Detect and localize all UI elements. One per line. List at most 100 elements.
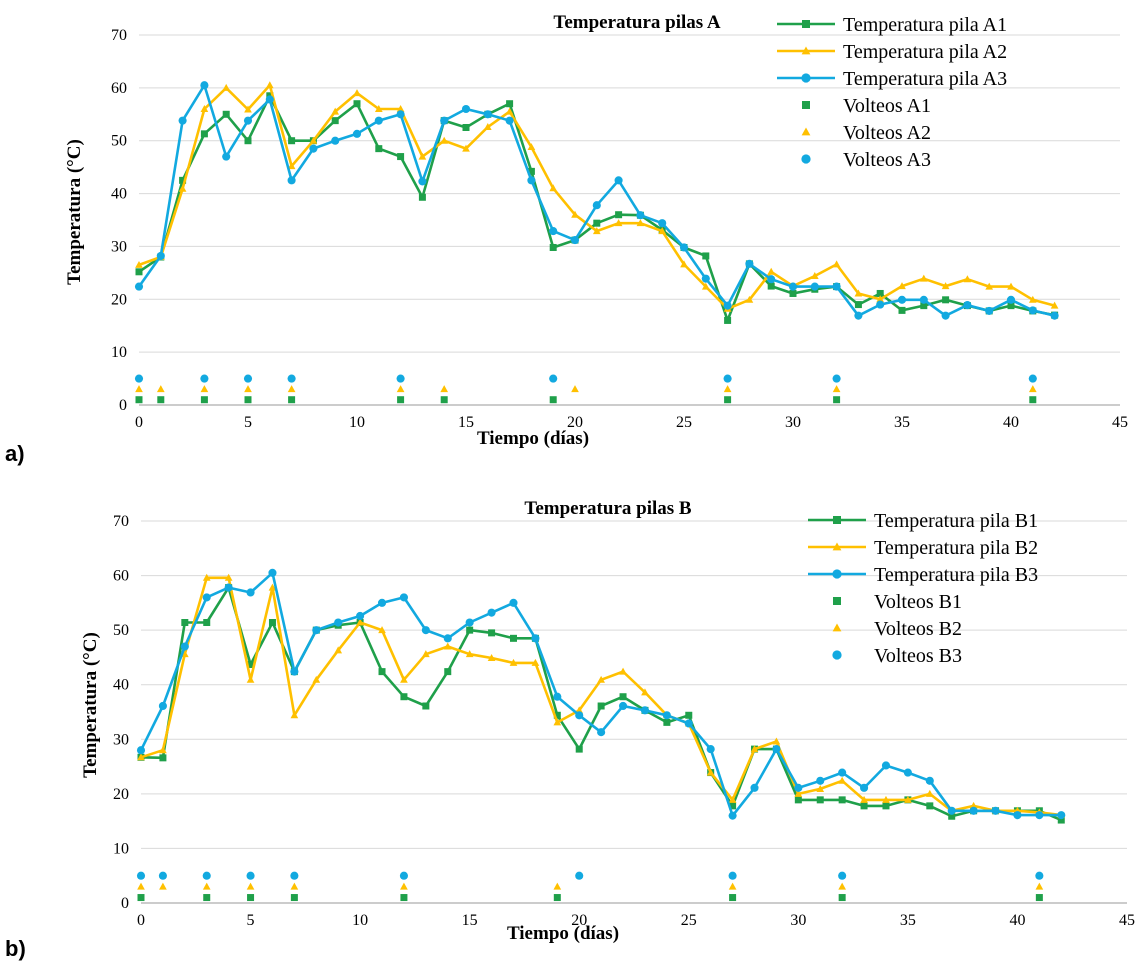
data-point [728, 811, 737, 820]
data-point [963, 301, 972, 310]
data-point [356, 618, 364, 626]
data-point [860, 783, 869, 792]
x-tick-label: 10 [352, 912, 368, 929]
data-point [701, 282, 710, 290]
y-tick-label: 50 [113, 622, 129, 639]
data-point [772, 737, 781, 745]
x-tick-label: 45 [1112, 414, 1128, 431]
x-tick-label: 20 [567, 414, 583, 431]
y-axis-label: Temperatura (°C) [80, 632, 101, 778]
legend-label: Volteos A3 [843, 149, 931, 171]
data-point [397, 396, 405, 404]
chart-temperatura-pilas-b: Temperatura pilas B Tiempo (días) Temper… [5, 498, 1135, 961]
data-point [553, 711, 561, 719]
data-point [287, 162, 296, 170]
data-point [854, 311, 863, 320]
legend: Temperatura pila B1 Temperatura pila B2 Te… [808, 510, 1038, 667]
data-point [575, 871, 584, 880]
x-tick-label: 25 [681, 912, 697, 929]
data-point [1050, 301, 1059, 309]
data-point [331, 136, 340, 145]
data-point [794, 783, 803, 792]
data-point [680, 260, 688, 268]
data-point [723, 385, 732, 393]
data-point [662, 711, 671, 720]
data-point [509, 658, 518, 666]
data-point [246, 871, 255, 880]
data-point [202, 573, 211, 581]
data-point [549, 227, 558, 236]
data-point [422, 702, 430, 710]
data-point [268, 568, 277, 577]
data-point [963, 275, 972, 283]
data-point [265, 95, 274, 104]
data-point [244, 105, 252, 113]
data-point [575, 711, 584, 720]
data-point [202, 882, 211, 890]
data-point [641, 688, 649, 696]
data-point [1028, 385, 1037, 393]
data-point [767, 267, 776, 275]
data-point [881, 761, 891, 770]
data-point [440, 136, 449, 144]
data-point [816, 796, 824, 804]
x-tick-label: 40 [1003, 414, 1019, 431]
data-point [331, 107, 340, 115]
data-point [222, 83, 231, 91]
data-point [1035, 871, 1044, 880]
panel-label-a: a) [5, 441, 25, 466]
data-point [527, 167, 535, 175]
legend-label: Volteos A1 [843, 95, 931, 117]
data-point [287, 385, 296, 393]
y-tick-label: 70 [113, 513, 129, 530]
data-point [136, 746, 146, 755]
data-point [1007, 282, 1015, 290]
data-point [832, 385, 841, 393]
data-point [640, 706, 650, 715]
legend-label: Volteos B3 [874, 645, 962, 667]
data-point [400, 894, 408, 902]
x-tick-label: 5 [244, 414, 252, 431]
data-point [1013, 811, 1022, 820]
data-point [399, 871, 408, 880]
y-tick-label: 40 [113, 677, 129, 694]
data-point [679, 243, 689, 252]
data-point [134, 282, 144, 291]
data-point [919, 274, 928, 282]
y-tick-label: 0 [121, 895, 129, 912]
data-point [290, 871, 299, 880]
legend-label: Volteos B2 [874, 618, 962, 640]
x-tick-label: 40 [1009, 912, 1025, 929]
data-point [135, 385, 143, 393]
x-tick-label: 30 [790, 912, 806, 929]
series-3 [136, 568, 1066, 820]
series-5 [137, 882, 1044, 890]
legend-marker [801, 46, 811, 55]
data-point [838, 796, 846, 804]
series-2 [137, 573, 1066, 819]
data-point [200, 105, 209, 112]
data-point [418, 152, 427, 160]
y-tick-label: 30 [111, 238, 127, 255]
data-point [592, 201, 601, 210]
data-point [897, 295, 907, 304]
x-tick-label: 35 [894, 414, 910, 431]
data-point [723, 374, 732, 383]
data-point [440, 396, 448, 404]
legend-item: Temperatura pila B1 [808, 510, 1038, 532]
data-point [1050, 311, 1059, 320]
data-point [860, 795, 868, 803]
data-point [729, 894, 737, 902]
data-point [592, 227, 601, 235]
legend-item: Temperatura pila A2 [777, 41, 1007, 63]
data-point [832, 374, 841, 383]
legend-item: Volteos B2 [832, 618, 962, 640]
data-point [290, 711, 299, 719]
data-point [724, 316, 732, 324]
data-point [203, 894, 211, 902]
data-point [985, 282, 994, 290]
y-tick-label: 50 [111, 133, 127, 150]
data-point [926, 802, 934, 810]
data-point [636, 219, 645, 227]
legend-marker [801, 154, 811, 164]
